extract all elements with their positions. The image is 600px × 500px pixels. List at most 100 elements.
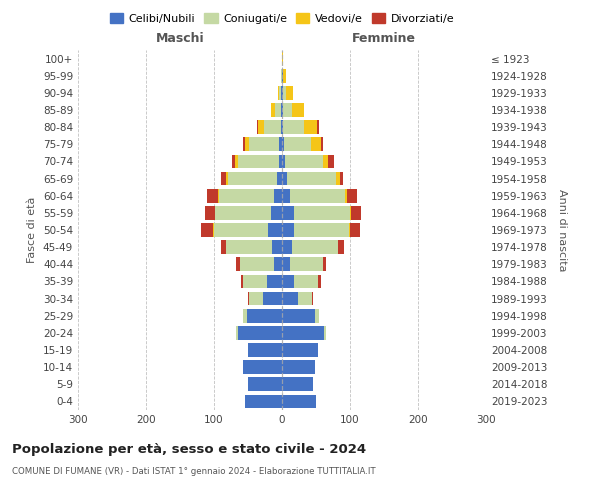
- Bar: [245, 138, 248, 151]
- Bar: [294, 274, 318, 288]
- Bar: [292, 103, 304, 117]
- Bar: [324, 326, 326, 340]
- Bar: [282, 309, 314, 322]
- Bar: [347, 189, 357, 202]
- Bar: [245, 394, 282, 408]
- Bar: [314, 309, 319, 322]
- Bar: [263, 292, 282, 306]
- Bar: [283, 120, 304, 134]
- Y-axis label: Fasce di età: Fasce di età: [28, 197, 37, 263]
- Bar: [278, 86, 279, 100]
- Bar: [337, 172, 340, 185]
- Bar: [221, 240, 226, 254]
- Bar: [318, 274, 322, 288]
- Bar: [349, 223, 350, 237]
- Bar: [282, 223, 294, 237]
- Bar: [277, 172, 282, 185]
- Bar: [290, 189, 344, 202]
- Bar: [240, 258, 274, 271]
- Bar: [242, 274, 267, 288]
- Bar: [281, 86, 282, 100]
- Bar: [282, 103, 283, 117]
- Bar: [271, 103, 275, 117]
- Bar: [282, 172, 287, 185]
- Bar: [352, 206, 361, 220]
- Bar: [281, 69, 282, 82]
- Bar: [279, 86, 281, 100]
- Bar: [282, 360, 314, 374]
- Y-axis label: Anni di nascita: Anni di nascita: [557, 188, 567, 271]
- Bar: [243, 138, 245, 151]
- Bar: [350, 223, 360, 237]
- Text: Popolazione per età, sesso e stato civile - 2024: Popolazione per età, sesso e stato civil…: [12, 442, 366, 456]
- Bar: [340, 172, 343, 185]
- Bar: [282, 86, 283, 100]
- Bar: [282, 52, 283, 66]
- Bar: [321, 138, 323, 151]
- Bar: [220, 189, 274, 202]
- Bar: [304, 120, 317, 134]
- Bar: [267, 274, 282, 288]
- Bar: [283, 86, 286, 100]
- Bar: [282, 343, 318, 357]
- Text: Maschi: Maschi: [155, 32, 205, 45]
- Bar: [311, 138, 321, 151]
- Bar: [282, 189, 290, 202]
- Bar: [207, 189, 218, 202]
- Bar: [282, 394, 316, 408]
- Bar: [215, 206, 271, 220]
- Bar: [282, 120, 283, 134]
- Bar: [328, 154, 334, 168]
- Legend: Celibi/Nubili, Coniugati/e, Vedovi/e, Divorziati/e: Celibi/Nubili, Coniugati/e, Vedovi/e, Di…: [106, 9, 458, 29]
- Bar: [350, 206, 352, 220]
- Bar: [248, 292, 250, 306]
- Text: Femmine: Femmine: [352, 32, 416, 45]
- Bar: [282, 138, 284, 151]
- Bar: [235, 154, 238, 168]
- Bar: [283, 69, 286, 82]
- Bar: [294, 223, 349, 237]
- Bar: [290, 258, 323, 271]
- Bar: [271, 206, 282, 220]
- Text: COMUNE DI FUMANE (VR) - Dati ISTAT 1° gennaio 2024 - Elaborazione TUTTITALIA.IT: COMUNE DI FUMANE (VR) - Dati ISTAT 1° ge…: [12, 468, 376, 476]
- Bar: [268, 223, 282, 237]
- Bar: [279, 138, 282, 151]
- Bar: [250, 292, 263, 306]
- Bar: [243, 309, 247, 322]
- Bar: [226, 172, 227, 185]
- Bar: [257, 120, 258, 134]
- Bar: [242, 309, 243, 322]
- Bar: [282, 240, 292, 254]
- Bar: [241, 274, 242, 288]
- Bar: [323, 258, 326, 271]
- Bar: [284, 138, 311, 151]
- Bar: [338, 240, 344, 254]
- Bar: [218, 189, 220, 202]
- Bar: [282, 378, 313, 391]
- Bar: [281, 103, 282, 117]
- Bar: [323, 154, 328, 168]
- Bar: [236, 258, 240, 271]
- Bar: [201, 223, 214, 237]
- Bar: [275, 103, 281, 117]
- Bar: [248, 138, 279, 151]
- Bar: [283, 103, 292, 117]
- Bar: [286, 86, 293, 100]
- Bar: [278, 154, 282, 168]
- Bar: [282, 154, 286, 168]
- Bar: [282, 274, 294, 288]
- Bar: [344, 189, 347, 202]
- Bar: [298, 292, 312, 306]
- Bar: [282, 69, 283, 82]
- Bar: [263, 120, 281, 134]
- Bar: [258, 120, 263, 134]
- Bar: [205, 206, 215, 220]
- Bar: [232, 154, 235, 168]
- Bar: [272, 240, 282, 254]
- Bar: [238, 326, 282, 340]
- Bar: [236, 326, 238, 340]
- Bar: [312, 292, 313, 306]
- Bar: [221, 172, 226, 185]
- Bar: [282, 206, 294, 220]
- Bar: [294, 206, 350, 220]
